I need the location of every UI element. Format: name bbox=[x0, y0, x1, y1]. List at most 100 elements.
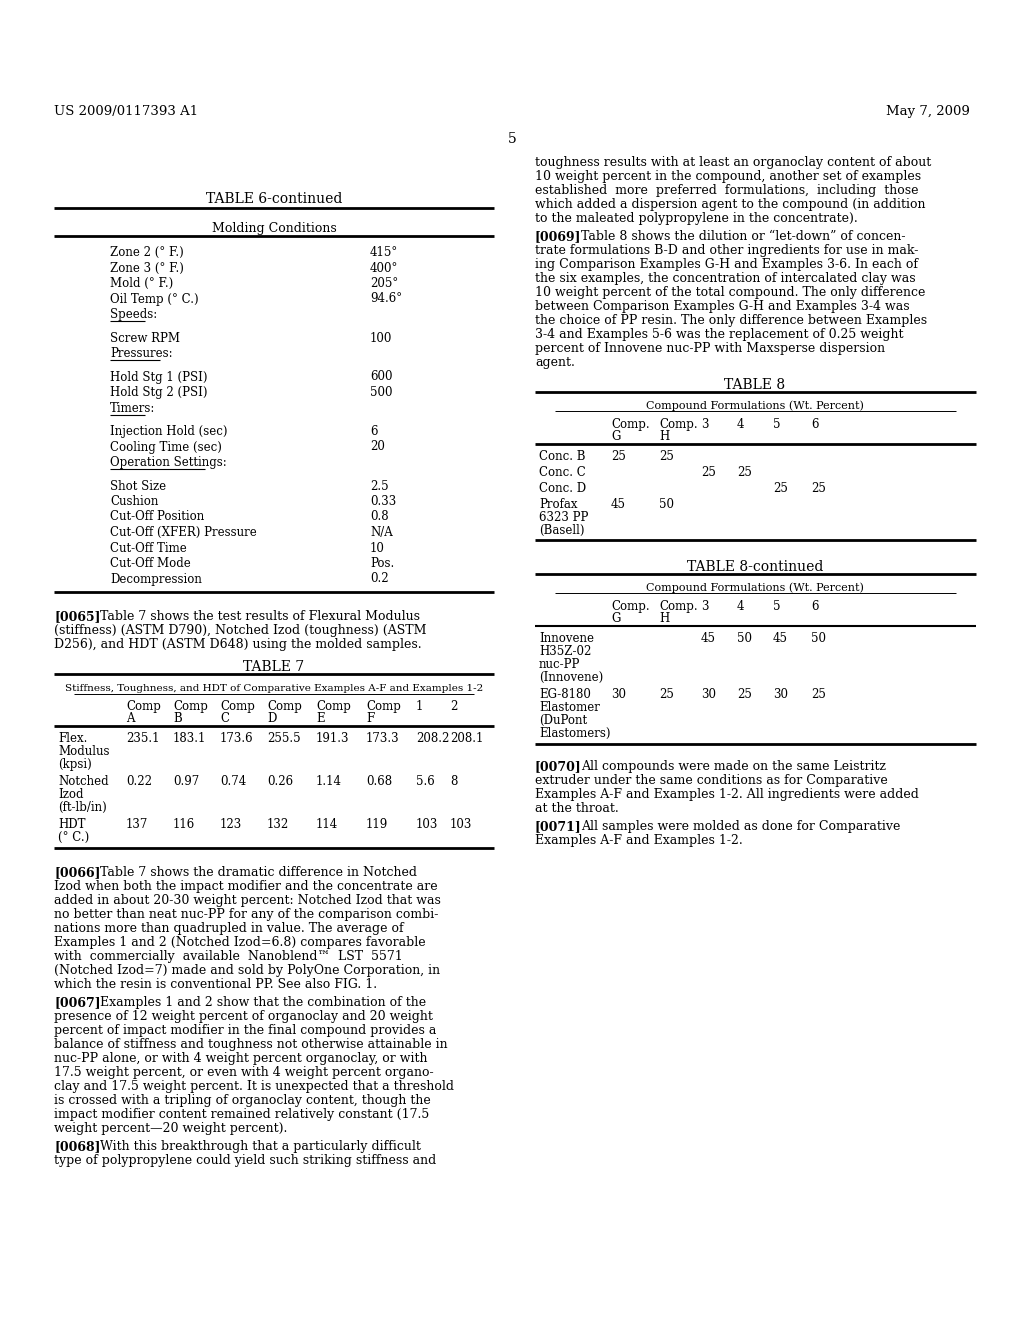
Text: Table 7 shows the dramatic difference in Notched: Table 7 shows the dramatic difference in… bbox=[100, 866, 417, 879]
Text: Compound Formulations (Wt. Percent): Compound Formulations (Wt. Percent) bbox=[646, 582, 864, 593]
Text: Shot Size: Shot Size bbox=[110, 479, 166, 492]
Text: which added a dispersion agent to the compound (in addition: which added a dispersion agent to the co… bbox=[535, 198, 926, 211]
Text: 5.6: 5.6 bbox=[416, 775, 435, 788]
Text: Screw RPM: Screw RPM bbox=[110, 331, 180, 345]
Text: Zone 3 (° F.): Zone 3 (° F.) bbox=[110, 261, 184, 275]
Text: no better than neat nuc-PP for any of the comparison combi-: no better than neat nuc-PP for any of th… bbox=[54, 908, 438, 921]
Text: 173.6: 173.6 bbox=[220, 733, 254, 744]
Text: 0.68: 0.68 bbox=[366, 775, 392, 788]
Text: 6: 6 bbox=[370, 425, 378, 438]
Text: Conc. B: Conc. B bbox=[539, 450, 586, 463]
Text: ing Comparison Examples G-H and Examples 3-6. In each of: ing Comparison Examples G-H and Examples… bbox=[535, 257, 918, 271]
Text: Comp.: Comp. bbox=[659, 601, 697, 612]
Text: nuc-PP: nuc-PP bbox=[539, 657, 581, 671]
Text: (° C.): (° C.) bbox=[58, 832, 89, 843]
Text: Comp.: Comp. bbox=[659, 418, 697, 432]
Text: 0.2: 0.2 bbox=[370, 573, 389, 586]
Text: [0070]: [0070] bbox=[535, 760, 582, 774]
Text: F: F bbox=[366, 711, 374, 725]
Text: percent of impact modifier in the final compound provides a: percent of impact modifier in the final … bbox=[54, 1024, 436, 1038]
Text: G: G bbox=[611, 430, 621, 444]
Text: 50: 50 bbox=[811, 632, 826, 645]
Text: 208.1: 208.1 bbox=[450, 733, 483, 744]
Text: 103: 103 bbox=[450, 818, 472, 832]
Text: 6323 PP: 6323 PP bbox=[539, 511, 589, 524]
Text: presence of 12 weight percent of organoclay and 20 weight: presence of 12 weight percent of organoc… bbox=[54, 1010, 433, 1023]
Text: trate formulations B-D and other ingredients for use in mak-: trate formulations B-D and other ingredi… bbox=[535, 244, 919, 257]
Text: [0067]: [0067] bbox=[54, 997, 100, 1008]
Text: 25: 25 bbox=[659, 688, 674, 701]
Text: Comp.: Comp. bbox=[611, 601, 649, 612]
Text: 2.5: 2.5 bbox=[370, 479, 389, 492]
Text: at the throat.: at the throat. bbox=[535, 803, 618, 814]
Text: weight percent—20 weight percent).: weight percent—20 weight percent). bbox=[54, 1122, 288, 1135]
Text: Cut-Off (XFER) Pressure: Cut-Off (XFER) Pressure bbox=[110, 525, 257, 539]
Text: 50: 50 bbox=[737, 632, 752, 645]
Text: Cut-Off Time: Cut-Off Time bbox=[110, 541, 186, 554]
Text: 30: 30 bbox=[701, 688, 716, 701]
Text: 25: 25 bbox=[737, 466, 752, 479]
Text: 0.33: 0.33 bbox=[370, 495, 396, 508]
Text: TABLE 6-continued: TABLE 6-continued bbox=[206, 191, 342, 206]
Text: (DuPont: (DuPont bbox=[539, 714, 587, 727]
Text: With this breakthrough that a particularly difficult: With this breakthrough that a particular… bbox=[100, 1140, 421, 1152]
Text: toughness results with at least an organoclay content of about: toughness results with at least an organ… bbox=[535, 156, 931, 169]
Text: Hold Stg 1 (PSI): Hold Stg 1 (PSI) bbox=[110, 371, 208, 384]
Text: D256), and HDT (ASTM D648) using the molded samples.: D256), and HDT (ASTM D648) using the mol… bbox=[54, 638, 422, 651]
Text: 10 weight percent in the compound, another set of examples: 10 weight percent in the compound, anoth… bbox=[535, 170, 922, 183]
Text: 116: 116 bbox=[173, 818, 196, 832]
Text: [0068]: [0068] bbox=[54, 1140, 100, 1152]
Text: All samples were molded as done for Comparative: All samples were molded as done for Comp… bbox=[581, 820, 900, 833]
Text: Modulus: Modulus bbox=[58, 744, 110, 758]
Text: Examples A-F and Examples 1-2.: Examples A-F and Examples 1-2. bbox=[535, 834, 742, 847]
Text: (Innovene): (Innovene) bbox=[539, 671, 603, 684]
Text: 183.1: 183.1 bbox=[173, 733, 207, 744]
Text: C: C bbox=[220, 711, 229, 725]
Text: 0.97: 0.97 bbox=[173, 775, 200, 788]
Text: impact modifier content remained relatively constant (17.5: impact modifier content remained relativ… bbox=[54, 1107, 429, 1121]
Text: added in about 20-30 weight percent: Notched Izod that was: added in about 20-30 weight percent: Not… bbox=[54, 894, 441, 907]
Text: 119: 119 bbox=[366, 818, 388, 832]
Text: Comp: Comp bbox=[220, 700, 255, 713]
Text: [0069]: [0069] bbox=[535, 230, 582, 243]
Text: D: D bbox=[267, 711, 276, 725]
Text: 132: 132 bbox=[267, 818, 289, 832]
Text: 25: 25 bbox=[811, 688, 826, 701]
Text: All compounds were made on the same Leistritz: All compounds were made on the same Leis… bbox=[581, 760, 886, 774]
Text: 30: 30 bbox=[773, 688, 788, 701]
Text: (Basell): (Basell) bbox=[539, 524, 585, 537]
Text: 0.22: 0.22 bbox=[126, 775, 152, 788]
Text: 25: 25 bbox=[659, 450, 674, 463]
Text: type of polypropylene could yield such striking stiffness and: type of polypropylene could yield such s… bbox=[54, 1154, 436, 1167]
Text: 123: 123 bbox=[220, 818, 243, 832]
Text: H35Z-02: H35Z-02 bbox=[539, 645, 592, 657]
Text: Hold Stg 2 (PSI): Hold Stg 2 (PSI) bbox=[110, 385, 208, 399]
Text: (Notched Izod=7) made and sold by PolyOne Corporation, in: (Notched Izod=7) made and sold by PolyOn… bbox=[54, 964, 440, 977]
Text: 4: 4 bbox=[737, 418, 744, 432]
Text: May 7, 2009: May 7, 2009 bbox=[886, 106, 970, 117]
Text: Decompression: Decompression bbox=[110, 573, 202, 586]
Text: Comp: Comp bbox=[267, 700, 302, 713]
Text: Conc. C: Conc. C bbox=[539, 466, 586, 479]
Text: (stiffness) (ASTM D790), Notched Izod (toughness) (ASTM: (stiffness) (ASTM D790), Notched Izod (t… bbox=[54, 624, 427, 638]
Text: 114: 114 bbox=[316, 818, 338, 832]
Text: 173.3: 173.3 bbox=[366, 733, 399, 744]
Text: 500: 500 bbox=[370, 385, 392, 399]
Text: the six examples, the concentration of intercalated clay was: the six examples, the concentration of i… bbox=[535, 272, 915, 285]
Text: Mold (° F.): Mold (° F.) bbox=[110, 277, 173, 290]
Text: A: A bbox=[126, 711, 134, 725]
Text: H: H bbox=[659, 612, 670, 624]
Text: 208.2: 208.2 bbox=[416, 733, 450, 744]
Text: Izod: Izod bbox=[58, 788, 84, 801]
Text: nuc-PP alone, or with 4 weight percent organoclay, or with: nuc-PP alone, or with 4 weight percent o… bbox=[54, 1052, 427, 1065]
Text: Comp: Comp bbox=[126, 700, 161, 713]
Text: 3: 3 bbox=[701, 601, 709, 612]
Text: 1: 1 bbox=[416, 700, 423, 713]
Text: Cooling Time (sec): Cooling Time (sec) bbox=[110, 441, 222, 454]
Text: 25: 25 bbox=[611, 450, 626, 463]
Text: Innovene: Innovene bbox=[539, 632, 594, 645]
Text: [0071]: [0071] bbox=[535, 820, 582, 833]
Text: 50: 50 bbox=[659, 498, 674, 511]
Text: Timers:: Timers: bbox=[110, 401, 156, 414]
Text: Zone 2 (° F.): Zone 2 (° F.) bbox=[110, 246, 183, 259]
